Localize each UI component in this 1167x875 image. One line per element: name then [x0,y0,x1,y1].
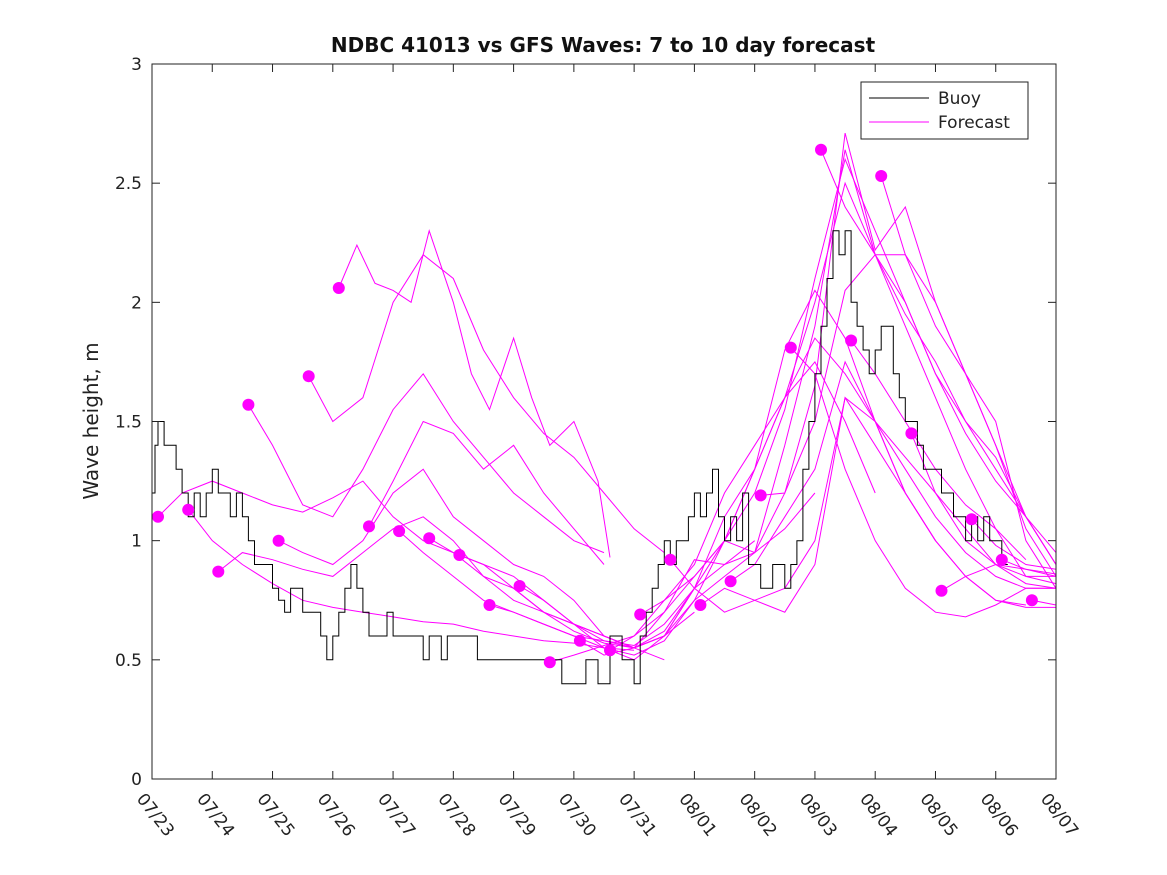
forecast-line-22 [790,347,1056,618]
forecast-line-5 [278,468,665,661]
forecast-marker-29 [995,553,1008,566]
legend-buoy-label: Buoy [938,89,981,109]
forecast-marker-13 [513,580,526,592]
y-tick-label-0: 0 [131,770,142,790]
forecast-marker-9 [393,525,406,538]
forecast-marker-20 [724,575,737,588]
forecast-line-7 [338,229,611,558]
forecast-marker-5 [272,534,285,547]
forecast-marker-4 [242,398,255,411]
forecast-marker-15 [573,634,586,647]
forecast-marker-1 [152,510,164,523]
chart-title: NDBC 41013 vs GFS Waves: 7 to 10 day for… [331,33,876,57]
buoy-line [152,230,1008,685]
forecast-line-20 [730,360,1056,589]
forecast-marker-28 [965,513,978,526]
y-tick-label-2: 1 [131,532,142,552]
forecast-marker-21 [754,489,767,502]
forecast-marker-14 [543,656,556,669]
forecast-marker-24 [845,334,858,347]
forecast-line-14 [549,181,1057,663]
forecast-line-23 [820,149,1057,553]
y-tick-label-6: 3 [131,55,142,75]
y-tick-label-1: 0.5 [115,651,142,671]
y-tick-label-3: 1.5 [115,413,142,433]
forecast-marker-23 [815,143,827,156]
forecast-line-17 [639,149,1057,615]
legend: Buoy Forecast [860,81,1029,140]
forecast-line-21 [760,253,1057,565]
forecast-line-25 [880,175,1057,565]
forecast-marker-3 [212,565,225,578]
forecast-line-6 [308,253,665,553]
forecast-marker-30 [1025,594,1038,607]
forecast-marker-18 [664,553,677,566]
forecast-marker-11 [453,549,466,561]
forecast-line-2 [187,509,635,651]
forecast-marker-16 [604,644,616,657]
forecast-line-19 [700,396,1026,613]
legend-box [860,81,1029,140]
forecast-marker-22 [784,341,797,354]
forecast-marker-8 [363,520,375,533]
legend-forecast-label: Forecast [938,113,1010,133]
series-layer [152,132,1057,685]
y-axis-label: Wave height, m [79,342,103,499]
forecast-line-29 [1001,559,1057,577]
forecast-marker-2 [182,503,195,516]
forecast-marker-17 [634,608,647,621]
forecast-marker-12 [483,599,496,611]
forecast-line-26 [910,433,1056,577]
forecast-marker-26 [905,427,918,440]
forecast-marker-25 [875,170,888,182]
forecast-marker-6 [302,370,315,383]
forecast-line-4 [247,372,605,554]
forecast-marker-10 [423,532,436,545]
forecast-marker-27 [935,584,948,597]
forecast-marker-19 [694,599,707,611]
forecast-line-12 [489,289,936,656]
forecast-line-8 [368,420,605,565]
forecast-line-27 [941,563,1057,592]
forecast-marker-7 [332,282,345,294]
y-tick-label-4: 2 [131,293,142,313]
y-tick-label-5: 2.5 [115,174,142,194]
